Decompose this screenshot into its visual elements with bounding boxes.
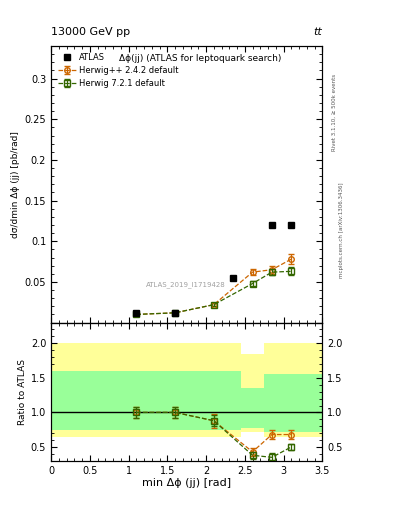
Text: Δϕ(jj) (ATLAS for leptoquark search): Δϕ(jj) (ATLAS for leptoquark search) xyxy=(119,54,281,63)
Text: Rivet 3.1.10, ≥ 500k events: Rivet 3.1.10, ≥ 500k events xyxy=(332,74,337,151)
ATLAS xyxy=(231,275,235,281)
Y-axis label: Ratio to ATLAS: Ratio to ATLAS xyxy=(18,359,27,424)
ATLAS xyxy=(134,310,139,316)
Text: ATLAS_2019_I1719428: ATLAS_2019_I1719428 xyxy=(146,282,226,288)
ATLAS xyxy=(270,222,274,228)
Y-axis label: dσ/dmin Δϕ (jj) [pb/rad]: dσ/dmin Δϕ (jj) [pb/rad] xyxy=(11,131,20,238)
Text: mcplots.cern.ch [arXiv:1306.3436]: mcplots.cern.ch [arXiv:1306.3436] xyxy=(339,183,344,278)
X-axis label: min Δϕ (jj) [rad]: min Δϕ (jj) [rad] xyxy=(142,478,231,488)
Text: tt: tt xyxy=(314,27,322,37)
Line: ATLAS: ATLAS xyxy=(133,222,295,316)
ATLAS xyxy=(289,222,294,228)
Legend: ATLAS, Herwig++ 2.4.2 default, Herwig 7.2.1 default: ATLAS, Herwig++ 2.4.2 default, Herwig 7.… xyxy=(55,50,182,91)
Text: 13000 GeV pp: 13000 GeV pp xyxy=(51,27,130,37)
ATLAS xyxy=(173,310,177,316)
